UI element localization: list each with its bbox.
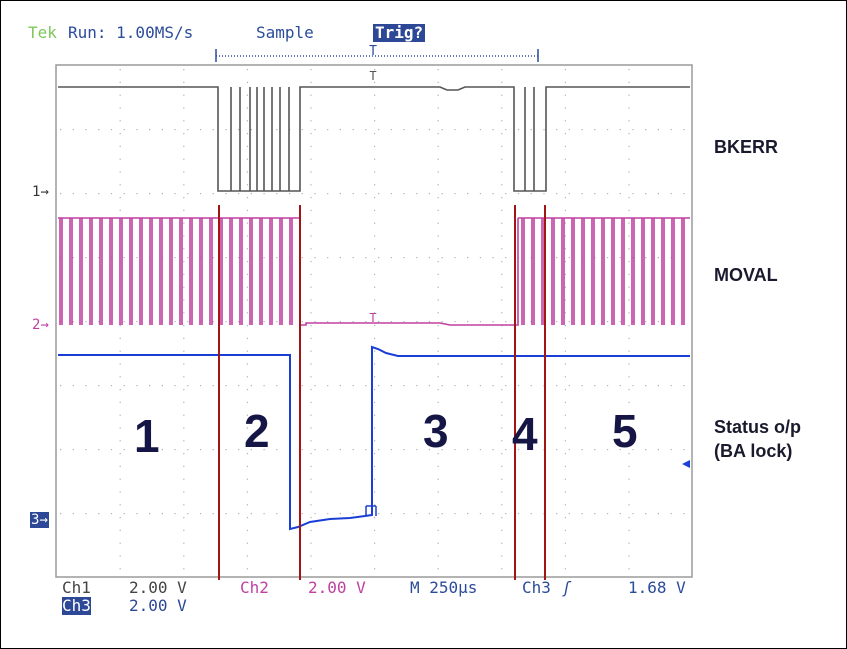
ch1-readout-scale: 2.00 V bbox=[129, 578, 187, 597]
ch3-readout-scale: 2.00 V bbox=[129, 596, 187, 615]
trigger-source-readout: Ch3 bbox=[522, 578, 551, 597]
zone-label-4: 4 bbox=[512, 408, 538, 460]
ch3-signal-sublabel: (BA lock) bbox=[714, 441, 793, 461]
record-view-bracket bbox=[215, 49, 539, 62]
ch2-readout-scale: 2.00 V bbox=[308, 578, 366, 597]
ch3-signal-label: Status o/p bbox=[714, 417, 802, 437]
acquisition-status: Run: 1.00MS/s bbox=[68, 23, 194, 42]
trigger-level-arrow-icon bbox=[682, 460, 690, 468]
ch3-readout-name: Ch3 bbox=[62, 596, 91, 615]
zone-label-2: 2 bbox=[244, 405, 270, 457]
brand-label: Tek bbox=[28, 23, 57, 42]
acquisition-mode: Sample bbox=[256, 23, 314, 42]
trigger-slope-icon: ʃ bbox=[562, 578, 572, 597]
ch3-ground-marker: 3→ bbox=[30, 512, 49, 528]
zone-label-3: 3 bbox=[423, 405, 449, 457]
ch2-waveform bbox=[58, 217, 690, 326]
ch1-trigger-marker: T bbox=[369, 69, 376, 83]
ch1-waveform bbox=[58, 86, 690, 192]
trigger-state-badge[interactable]: Trig? bbox=[373, 23, 426, 42]
trigger-position-marker: T bbox=[369, 44, 377, 59]
ch2-trigger-marker: T bbox=[369, 311, 376, 325]
ch2-signal-label: MOVAL bbox=[714, 265, 778, 285]
ch2-ground-marker: 2→ bbox=[32, 317, 49, 333]
ch1-signal-label: BKERR bbox=[714, 137, 779, 157]
zone-label-5: 5 bbox=[612, 405, 638, 457]
ch3-trigger-cursor bbox=[365, 505, 377, 516]
zone-dividers bbox=[218, 205, 546, 580]
ch2-readout-name: Ch2 bbox=[240, 578, 269, 597]
ch1-readout-name: Ch1 bbox=[62, 578, 91, 597]
ch1-pulse-burst bbox=[230, 87, 535, 191]
timebase-readout: M 250µs bbox=[410, 578, 478, 597]
ch1-ground-marker: 1→ bbox=[32, 184, 49, 200]
zone-label-1: 1 bbox=[134, 410, 160, 462]
graticule-border bbox=[55, 64, 693, 578]
ch3-waveform bbox=[58, 345, 690, 531]
trigger-level-readout: 1.68 V bbox=[628, 578, 686, 597]
